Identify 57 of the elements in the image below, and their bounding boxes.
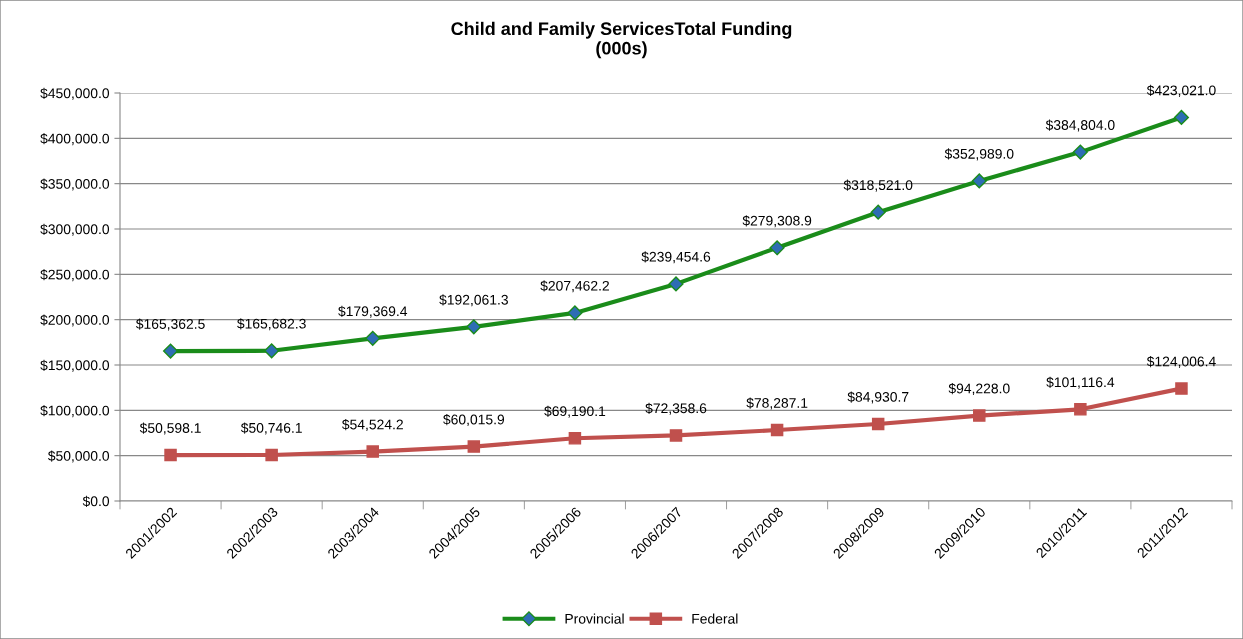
y-tick-label: $0.0 <box>82 495 110 507</box>
data-label: $423,021.0 <box>1146 84 1216 97</box>
y-tick-label: $100,000.0 <box>40 405 110 418</box>
data-label: $239,454.6 <box>641 251 711 264</box>
point <box>769 240 785 256</box>
y-tick-label: $150,000.0 <box>40 359 110 372</box>
data-label: $384,804.0 <box>1045 119 1115 132</box>
point <box>568 432 582 445</box>
data-label: $179,369.4 <box>338 305 408 318</box>
data-label: $279,308.9 <box>742 215 812 228</box>
point <box>1175 382 1188 395</box>
point <box>973 409 986 422</box>
point <box>366 445 379 458</box>
y-tick-label: $350,000.0 <box>40 178 110 191</box>
point <box>1173 109 1190 126</box>
point <box>265 448 278 462</box>
point <box>1072 144 1088 160</box>
data-label: $165,362.5 <box>135 318 205 331</box>
point <box>467 440 481 453</box>
point <box>567 305 583 321</box>
y-tick-label: $50,000.0 <box>47 450 110 463</box>
data-label: $54,524.2 <box>341 418 403 432</box>
point <box>264 343 280 359</box>
point <box>466 319 482 335</box>
data-label: $318,521.0 <box>843 179 913 192</box>
data-label: $60,015.9 <box>443 413 505 427</box>
point <box>162 343 179 359</box>
legend-label: Provincial <box>565 613 624 624</box>
chart-title: Child and Family ServicesTotal Funding (000s) <box>451 21 792 59</box>
data-label: $72,358.6 <box>645 402 707 415</box>
point <box>365 330 381 346</box>
point <box>669 429 683 442</box>
data-label: $94,228.0 <box>948 382 1010 396</box>
y-tick-label: $300,000.0 <box>40 223 110 236</box>
y-tick-label: $450,000.0 <box>40 87 110 100</box>
point <box>971 173 987 189</box>
y-tick-label: $400,000.0 <box>40 133 110 146</box>
point <box>1074 403 1087 416</box>
point <box>668 276 684 292</box>
data-label: $207,462.2 <box>540 280 609 293</box>
data-label: $78,287.1 <box>746 397 808 410</box>
data-label: $50,598.1 <box>139 422 201 435</box>
data-label: $84,930.7 <box>847 391 909 404</box>
point <box>770 423 784 437</box>
data-label: $192,061.3 <box>439 294 508 307</box>
y-tick-label: $250,000.0 <box>40 269 110 282</box>
data-label: $165,682.3 <box>237 318 306 331</box>
data-label: $50,746.1 <box>240 422 302 435</box>
legend-label: Federal <box>692 613 738 624</box>
data-label: $352,989.0 <box>944 148 1014 161</box>
point <box>871 417 885 431</box>
data-label: $69,190.1 <box>544 405 606 418</box>
point <box>164 448 177 462</box>
data-label: $124,006.4 <box>1146 355 1216 369</box>
y-tick-label: $200,000.0 <box>40 314 110 327</box>
data-label: $101,116.4 <box>1046 376 1115 389</box>
point <box>870 204 886 220</box>
